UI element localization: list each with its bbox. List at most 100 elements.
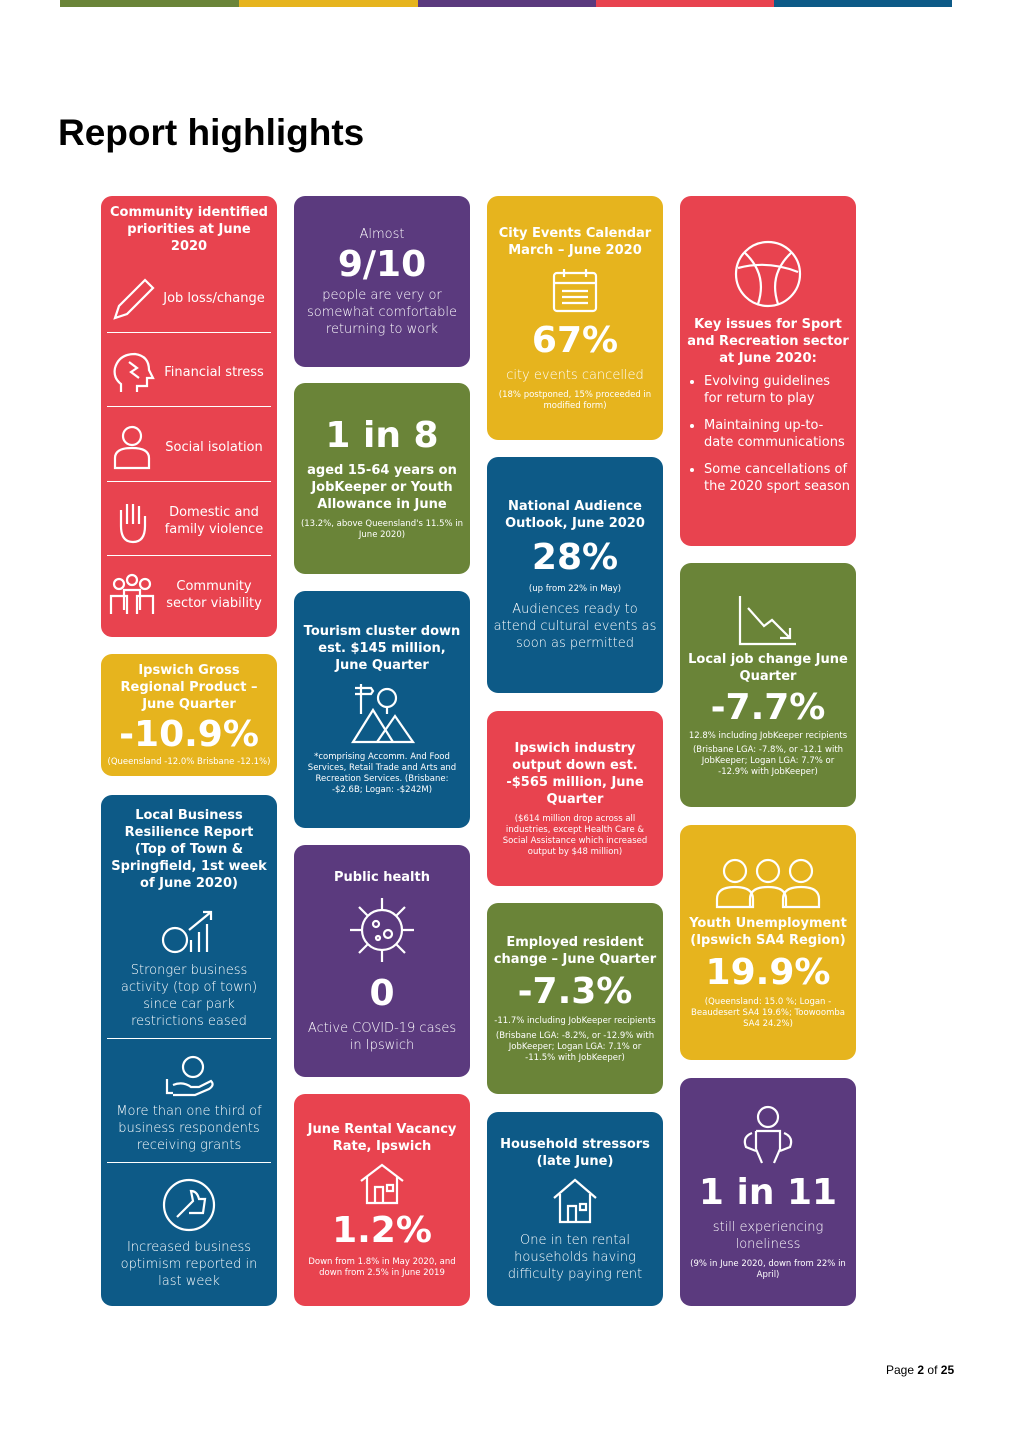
card-title: Community identified priorities at June … [109,205,268,254]
bullet-item: Maintaining up-to-date communications [704,417,850,451]
card: Key issues for Sport and Recreation sect… [680,196,856,546]
icon [161,910,213,954]
card-text: Audiences ready to attend cultural event… [493,602,657,651]
icon-shape [181,1055,205,1079]
figure: -10.9% [119,714,259,755]
icon-shape [382,928,394,939]
card: 1 in 11 still experiencing loneliness (9… [680,1078,856,1306]
card-text: Active COVID-19 cases in Ipswich [307,1020,457,1053]
page-number: Page 2 of 25 [886,1363,954,1377]
icon-shape [188,910,213,952]
card: Household stressors (late June) One in t… [487,1112,663,1306]
text: 2 [917,1363,925,1377]
icon [715,858,821,909]
icon-shape [113,278,155,320]
text: Social isolation [165,439,263,455]
text: Community sector viability [166,579,262,612]
card-title: Youth Unemployment (Ipswich SA4 Region) [689,916,847,948]
card-title: Public health [333,869,430,885]
icon-shape [553,1178,597,1223]
color-bar [774,0,952,7]
card: Local job change June Quarter -7.7% 12.8… [680,563,856,807]
icon [165,1055,214,1097]
card-note: (Brisbane LGA: -8.2%, or -12.9% with Job… [495,1030,655,1063]
card: Public health 0 Active COVID-19 cases in… [294,845,470,1077]
priority-row: Domestic and family violence [107,488,271,556]
card-text: Almost [359,226,405,242]
card-note: ($614 million drop across all industries… [502,813,648,857]
card-title: Local job change June Quarter [688,652,848,684]
card-title: Key issues for Sport and Recreation sect… [687,316,849,366]
text: Financial stress [164,365,264,381]
figure: 19.9% [705,952,831,993]
icon-shape [374,934,382,941]
card: Local Business Resilience Report (Top of… [101,795,277,1306]
icon-shape [112,578,126,591]
text: of [927,1363,938,1377]
icon-shape [138,578,152,591]
card-text: Stronger business activity (top of town)… [120,963,258,1029]
card-note: Down from 1.8% in May 2020, and down fro… [308,1257,456,1278]
card-title: National Audience Outlook, June 2020 [505,499,645,531]
card-note: *comprising Accomm. And Food Services, R… [307,752,457,795]
icon [350,897,414,962]
card-note: (up from 22% in May) [528,584,622,594]
priority-row: Financial stress [107,339,271,408]
card-note: (9% in June 2020, down from 22% in April… [690,1259,846,1280]
card: Almost 9/10 people are very or somewhat … [294,196,470,367]
icon-shape [176,1189,207,1218]
business-item: Stronger business activity (top of town)… [107,898,271,1039]
card: Employed resident change – June Quarter … [487,903,663,1094]
icon [552,268,598,312]
priority-row: Community sector viability [107,562,271,629]
color-bar [418,0,596,7]
icon-shape [552,271,598,312]
card: June Rental Vacancy Rate, Ipswich 1.2% D… [294,1094,470,1306]
icon-shape [755,858,781,884]
text: Job loss/change [163,291,265,307]
card: City Events Calendar March – June 2020 6… [487,196,663,440]
icon-shape [360,1163,404,1205]
figure: 28% [531,537,619,578]
card-title: Ipswich Gross Regional Product – June Qu… [120,663,258,712]
figure: -7.3% [517,970,633,1012]
card-note: (13.2%, above Queensland's 11.5% in June… [300,519,464,540]
card-title: Tourism cluster down est. $145 million, … [303,624,461,673]
card-title: Ipswich industry output down est. -$565 … [506,740,644,807]
card-text: More than one third of business responde… [116,1104,262,1153]
card-note: (Queensland: 15.0 %; Logan - Beaudesert … [691,997,845,1029]
icon [162,1178,216,1232]
card-title: Local Business Resilience Report (Top of… [111,808,267,891]
figure: 1 in 11 [698,1172,838,1213]
card-note: (Queensland -12.0% Brisbane -12.1%) [107,757,271,767]
icon-shape [162,1178,216,1232]
business-item: Increased business optimism reported in … [107,1169,271,1298]
icon [119,504,147,544]
card: Ipswich Gross Regional Product – June Qu… [101,654,277,776]
icon [351,684,416,744]
card-text: Increased business optimism reported in … [120,1240,258,1289]
card: National Audience Outlook, June 2020 28%… [487,457,663,693]
icon [743,1105,793,1164]
figure: -7.7% [710,687,826,728]
card: Ipswich industry output down est. -$565 … [487,711,663,886]
icon-shape [756,1105,780,1129]
icon [113,352,155,392]
card-text: people are very or somewhat comfortable … [306,287,458,337]
color-bar [239,0,418,7]
icon-shape [113,446,151,470]
icon [113,425,151,470]
icon-shape [734,240,802,307]
icon-shape [371,919,381,928]
bullet-list: Evolving guidelines for return to play M… [686,373,850,505]
icon-shape [722,858,748,884]
figure: 9/10 [337,243,427,285]
icon-shape [161,926,189,954]
card: Youth Unemployment (Ipswich SA4 Region) … [680,825,856,1060]
text: Page [886,1363,915,1377]
icon-shape [743,1129,793,1164]
icon-shape [113,352,155,392]
card-title: City Events Calendar March – June 2020 [498,225,652,258]
